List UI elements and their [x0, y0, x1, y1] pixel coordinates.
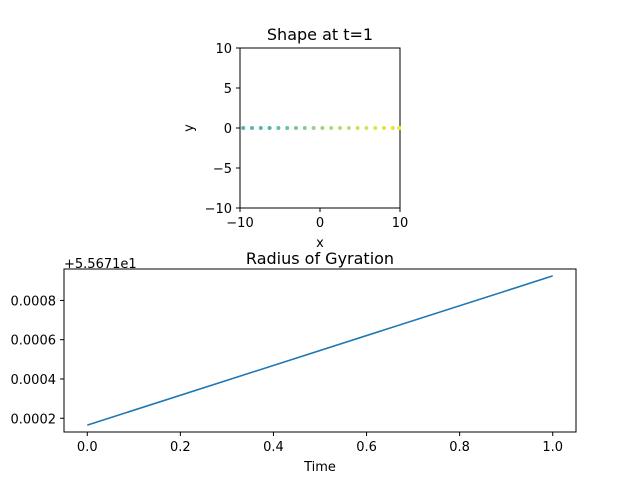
y-tick-label: 0.0002 [11, 412, 57, 427]
shape-chart-points [241, 126, 402, 130]
scatter-point [276, 126, 281, 130]
x-tick-label: 1.0 [542, 440, 563, 455]
scatter-point [390, 126, 395, 130]
shape-chart-xlabel: x [316, 236, 324, 251]
scatter-point [338, 126, 342, 130]
scatter-point [302, 126, 307, 130]
shape-chart: Shape at t=1 −10 0 10 −10 −5 0 5 10 x y [182, 25, 408, 251]
scatter-point [355, 126, 360, 130]
y-tick-label: 5 [224, 82, 232, 97]
gyration-chart-title: Radius of Gyration [246, 249, 394, 268]
scatter-point [346, 126, 351, 130]
scatter-point [373, 126, 378, 130]
scatter-point [294, 126, 298, 130]
x-tick-label: 0.6 [356, 440, 377, 455]
x-tick-label: 0.8 [449, 440, 470, 455]
shape-chart-y-ticks: −10 −5 0 5 10 [205, 42, 240, 217]
gyration-chart: Radius of Gyration +5.5671e1 0.0 0.2 0.4 0.… [11, 249, 577, 475]
gyration-offset-label: +5.5671e1 [64, 257, 137, 272]
gyration-chart-y-ticks: 0.0002 0.0004 0.0006 0.0008 [11, 294, 64, 427]
x-tick-label: 0 [316, 216, 324, 231]
scatter-point [258, 126, 263, 130]
gyration-chart-xlabel: Time [303, 460, 336, 475]
scatter-point [285, 126, 290, 130]
scatter-point [250, 126, 254, 130]
scatter-point [241, 126, 246, 130]
y-tick-label: 10 [215, 42, 232, 57]
y-tick-label: 0.0008 [11, 294, 57, 309]
x-tick-label: 0.0 [77, 440, 98, 455]
scatter-point [320, 126, 325, 130]
y-tick-label: 0.0004 [11, 373, 57, 388]
x-tick-label: −10 [226, 216, 253, 231]
scatter-point [397, 126, 402, 130]
gyration-chart-axes [63, 268, 577, 433]
x-tick-label: 10 [392, 216, 409, 231]
shape-chart-title: Shape at t=1 [267, 25, 373, 44]
gyration-series-line [87, 275, 553, 426]
shape-chart-ylabel: y [182, 124, 197, 132]
scatter-point [364, 126, 369, 130]
gyration-chart-x-ticks: 0.0 0.2 0.4 0.6 0.8 1.0 [77, 432, 563, 455]
x-tick-label: 0.4 [263, 440, 284, 455]
x-tick-label: 0.2 [170, 440, 191, 455]
scatter-point [382, 126, 386, 130]
y-tick-label: −5 [213, 162, 232, 177]
scatter-point [329, 126, 334, 130]
scatter-point [311, 126, 316, 130]
y-tick-label: 0.0006 [11, 334, 57, 349]
y-tick-label: −10 [205, 202, 232, 217]
scatter-point [267, 126, 272, 130]
shape-chart-x-ticks: −10 0 10 [226, 208, 408, 231]
y-tick-label: 0 [224, 122, 232, 137]
